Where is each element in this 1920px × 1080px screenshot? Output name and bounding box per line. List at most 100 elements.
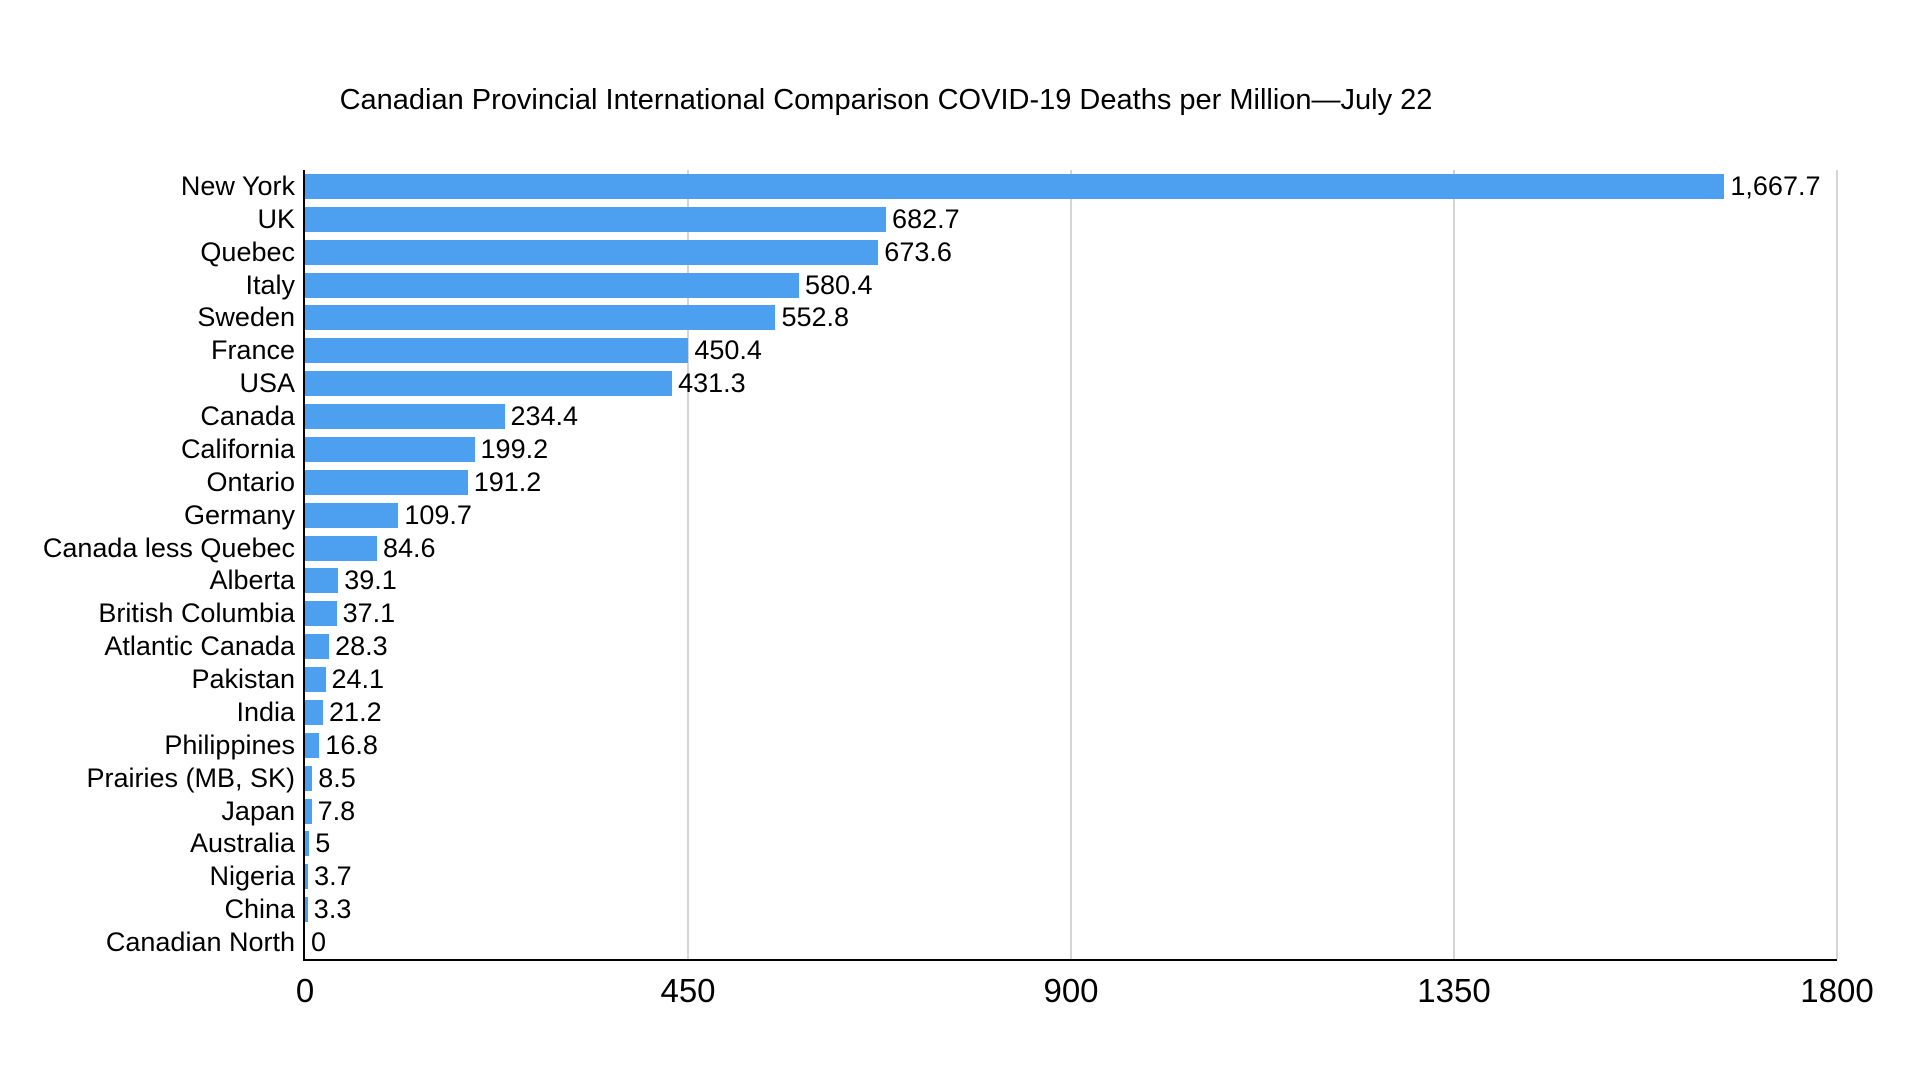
value-label: 7.8: [317, 795, 356, 826]
bar-track: 84.6: [305, 532, 1837, 565]
category-label: Nigeria: [209, 861, 295, 892]
bar-track: 8.5: [305, 762, 1837, 795]
category-label: Philippines: [164, 729, 295, 760]
category-label: California: [180, 433, 295, 464]
x-axis-line: [303, 959, 1837, 961]
table-row: British Columbia 37.1: [0, 597, 1837, 630]
bar: [305, 667, 326, 693]
value-label: 8.5: [318, 762, 356, 793]
bar-track: 7.8: [305, 795, 1837, 828]
bar-track: 109.7: [305, 499, 1837, 532]
value-label: 21.2: [329, 696, 382, 727]
value-label: 234.4: [510, 401, 579, 432]
bar: [305, 371, 673, 397]
bar: [305, 535, 377, 561]
value-label: 3.7: [314, 861, 352, 892]
bar-track: 234.4: [305, 400, 1837, 433]
bar: [305, 206, 887, 232]
bar: [305, 601, 337, 627]
bar: [305, 239, 879, 265]
table-row: USA 431.3: [0, 367, 1837, 400]
category-label: China: [224, 894, 295, 925]
table-row: Germany 109.7: [0, 499, 1837, 532]
chart-title: Canadian Provincial International Compar…: [339, 84, 1433, 116]
category-label: New York: [180, 170, 295, 201]
category-label: Germany: [183, 499, 295, 530]
bar: [305, 338, 689, 364]
table-row: Ontario 191.2: [0, 466, 1837, 499]
x-tick-label: 0: [295, 972, 315, 1009]
category-label: Atlantic Canada: [104, 631, 295, 662]
plot-area: New York 1,667.7 UK 682.7 Quebec 673.6 Italy 58…: [0, 170, 1838, 961]
bar-track: 24.1: [305, 663, 1837, 696]
bar-track: 3.3: [305, 893, 1837, 926]
category-label: Alberta: [209, 565, 295, 596]
value-label: 84.6: [383, 532, 436, 563]
table-row: Canada 234.4: [0, 400, 1837, 433]
category-label: Canadian North: [105, 927, 295, 958]
value-label: 0: [311, 927, 327, 958]
bar-track: 450.4: [305, 334, 1837, 367]
bar: [305, 765, 313, 791]
table-row: India 21.2: [0, 696, 1837, 729]
table-row: China 3.3: [0, 893, 1837, 926]
bar-track: 28.3: [305, 630, 1837, 663]
category-label: UK: [257, 203, 295, 234]
table-row: California 199.2: [0, 433, 1837, 466]
bar: [305, 831, 310, 857]
value-label: 37.1: [342, 598, 396, 629]
table-row: Alberta 39.1: [0, 565, 1837, 598]
gridline-x-1350: [1453, 170, 1455, 959]
bar: [305, 864, 309, 890]
value-label: 199.2: [480, 433, 549, 464]
category-label: Canada less Quebec: [42, 532, 295, 563]
bar: [305, 568, 339, 594]
bar-track: 39.1: [305, 565, 1837, 598]
table-row: Atlantic Canada 28.3: [0, 630, 1837, 663]
table-row: Nigeria 3.7: [0, 860, 1837, 893]
x-tick-label: 900: [1043, 972, 1099, 1009]
value-label: 1,667.7: [1730, 170, 1821, 201]
value-label: 28.3: [335, 631, 388, 662]
table-row: Quebec 673.6: [0, 236, 1837, 269]
table-row: Canadian North 0: [0, 926, 1837, 959]
x-axis-tick-labels: 0 450 900 1350 1800: [296, 972, 1874, 1012]
value-label: 39.1: [344, 565, 397, 596]
bar-track: 552.8: [305, 302, 1837, 335]
value-label: 673.6: [884, 236, 952, 267]
category-label: France: [210, 335, 295, 366]
table-row: New York 1,667.7: [0, 170, 1837, 203]
bar-rows: New York 1,667.7 UK 682.7 Quebec 673.6 Italy 58…: [0, 170, 1837, 959]
category-label: Japan: [221, 795, 295, 826]
bar-track: 673.6: [305, 236, 1837, 269]
table-row: Canada less Quebec 84.6: [0, 532, 1837, 565]
value-label: 191.2: [473, 466, 542, 497]
value-label: 552.8: [781, 302, 850, 333]
x-tick-label: 450: [660, 972, 716, 1009]
category-label: Sweden: [197, 302, 295, 333]
bar-track: 1,667.7: [305, 170, 1837, 203]
bar-track: 21.2: [305, 696, 1837, 729]
table-row: UK 682.7: [0, 203, 1837, 236]
value-label: 580.4: [804, 269, 873, 300]
bar-track: 3.7: [305, 860, 1837, 893]
bar-track: 191.2: [305, 466, 1837, 499]
value-label: 431.3: [678, 368, 746, 399]
bar-track: 0: [305, 926, 1837, 959]
table-row: Italy 580.4: [0, 269, 1837, 302]
y-axis-line: [303, 170, 305, 959]
bar: [305, 798, 312, 824]
table-row: Sweden 552.8: [0, 302, 1837, 335]
bar: [305, 404, 505, 430]
bar-track: 580.4: [305, 269, 1837, 302]
table-row: Australia 5: [0, 828, 1837, 861]
bar: [305, 897, 308, 923]
bar: [305, 173, 1725, 199]
category-label: Ontario: [206, 466, 295, 497]
value-label: 3.3: [313, 894, 352, 925]
category-label: USA: [239, 368, 295, 399]
value-label: 109.7: [404, 499, 472, 530]
gridline-x-900: [1070, 170, 1072, 959]
value-label: 450.4: [694, 335, 762, 366]
